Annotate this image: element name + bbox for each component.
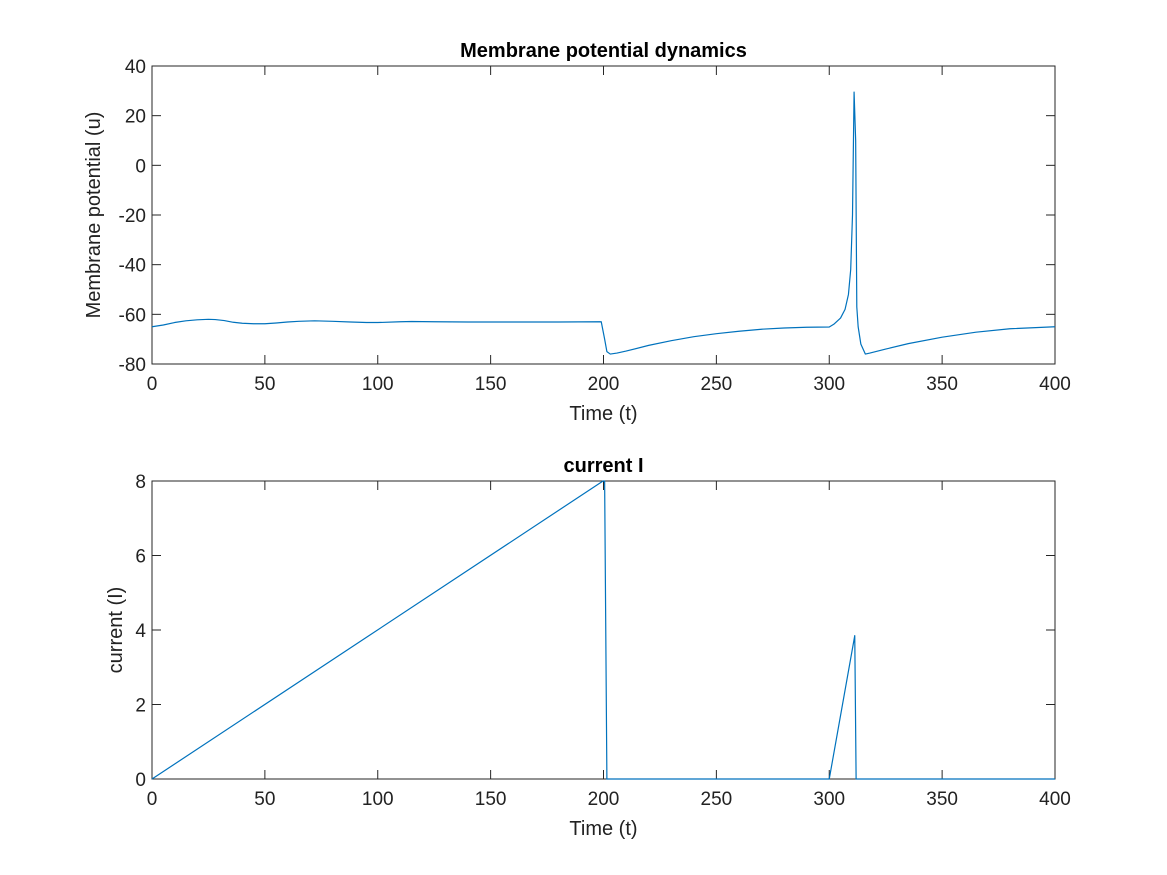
membrane-potential-chart: Membrane potential dynamics Time (t) Mem… (83, 40, 1071, 425)
y-tick-label: 0 (135, 770, 146, 791)
x-tick-label: 400 (1039, 374, 1071, 395)
plot-area-frame (151, 65, 1056, 365)
x-axis-label: Time (t) (569, 403, 637, 425)
chart-title: current I (563, 455, 643, 477)
x-tick-label: 100 (362, 789, 394, 810)
series-line (151, 91, 1056, 355)
y-tick-label: -20 (119, 206, 146, 227)
x-tick-label: 150 (475, 789, 507, 810)
series-group (151, 91, 1056, 355)
series-line (151, 480, 1055, 780)
tick-group: 0 50 100 150 200 250 300 350 400 -80 -60 -40 -20 0 20 4… (119, 57, 1071, 395)
x-tick-label: 400 (1039, 789, 1071, 810)
y-axis-label: Membrane potential (u) (83, 112, 105, 319)
y-tick-label: 4 (135, 621, 146, 642)
x-tick-label: 250 (701, 789, 733, 810)
y-tick-label: -60 (119, 305, 146, 326)
x-tick-label: 350 (926, 374, 958, 395)
x-tick-label: 50 (254, 789, 275, 810)
y-tick-label: 8 (135, 472, 146, 493)
x-tick-label: 50 (254, 374, 275, 395)
x-tick-label: 150 (475, 374, 507, 395)
x-tick-label: 200 (588, 789, 620, 810)
x-tick-label: 350 (926, 789, 958, 810)
chart-title: Membrane potential dynamics (460, 40, 747, 62)
y-tick-label: 6 (135, 547, 146, 568)
x-axis-label: Time (t) (569, 818, 637, 840)
x-tick-label: 0 (147, 789, 158, 810)
y-tick-label: 40 (125, 57, 146, 78)
x-tick-label: 100 (362, 374, 394, 395)
tick-group: 0 50 100 150 200 250 300 350 400 0 2 4 6 8 (135, 472, 1070, 810)
y-tick-label: 0 (135, 156, 146, 177)
x-tick-label: 200 (588, 374, 620, 395)
y-axis-label: current (I) (105, 587, 127, 674)
series-group (151, 480, 1055, 780)
x-tick-label: 250 (701, 374, 733, 395)
plot-area-frame (151, 480, 1056, 780)
x-tick-label: 300 (813, 374, 845, 395)
x-tick-label: 300 (813, 789, 845, 810)
y-tick-label: -80 (119, 355, 146, 376)
y-tick-label: -40 (119, 256, 146, 277)
x-tick-label: 0 (147, 374, 158, 395)
current-chart: current I Time (t) current (I) 0 50 100 150… (105, 455, 1071, 840)
y-tick-label: 20 (125, 107, 146, 128)
y-tick-label: 2 (135, 696, 146, 717)
